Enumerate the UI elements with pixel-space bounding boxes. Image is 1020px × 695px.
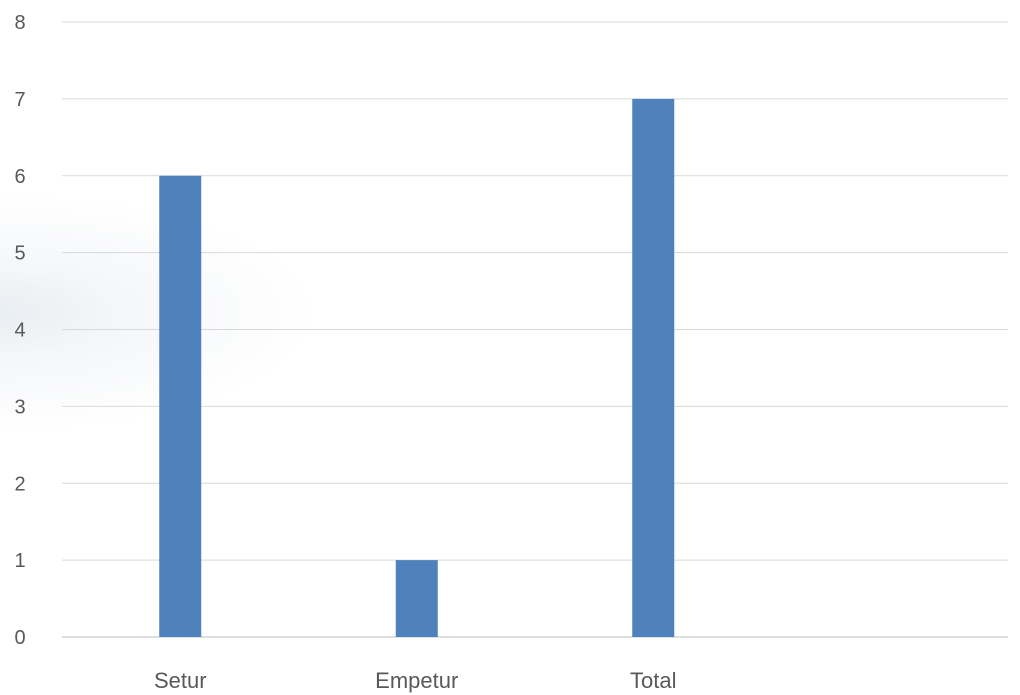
y-tick-label: 5 xyxy=(14,243,25,265)
y-axis-tick-labels: 0 1 2 3 4 5 6 7 8 xyxy=(14,12,25,649)
bars xyxy=(159,98,675,637)
x-tick-label: Empetur xyxy=(375,668,458,693)
y-tick-label: 2 xyxy=(14,473,25,495)
y-tick-label: 6 xyxy=(14,166,25,188)
y-tick-label: 1 xyxy=(14,550,25,572)
bar-empetur xyxy=(395,560,438,637)
y-tick-label: 3 xyxy=(14,396,25,418)
y-tick-label: 0 xyxy=(14,627,25,649)
x-axis-tick-labels: Setur Empetur Total xyxy=(154,668,677,693)
y-tick-label: 4 xyxy=(14,320,25,342)
y-tick-label: 8 xyxy=(14,12,25,34)
gridlines xyxy=(62,21,1008,638)
x-tick-label: Setur xyxy=(154,668,207,693)
y-tick-label: 7 xyxy=(14,89,25,111)
x-tick-label: Total xyxy=(630,668,676,693)
bar-total xyxy=(632,98,675,637)
bar-setur xyxy=(159,175,202,637)
